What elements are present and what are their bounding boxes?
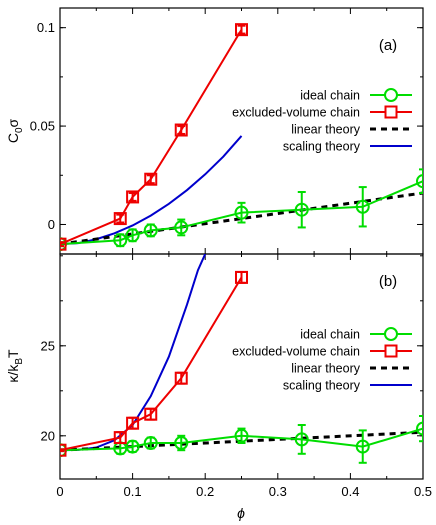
ideal-point xyxy=(416,421,423,436)
ideal-point xyxy=(355,439,370,454)
panel-a-y-axis-label: C0σ xyxy=(5,118,25,143)
x-tick-labels: 0 0.1 0.2 0.3 0.4 0.5 xyxy=(56,484,432,499)
excluded-point xyxy=(235,23,248,37)
legend-label-scaling: scaling theory xyxy=(283,140,361,154)
legend-marker-excluded xyxy=(384,344,398,358)
legend-label-scaling: scaling theory xyxy=(283,379,361,393)
ideal-point xyxy=(355,199,370,214)
legend-label-ideal: ideal chain xyxy=(300,328,360,342)
x-tick-label: 0.1 xyxy=(124,484,142,499)
x-tick-label: 0 xyxy=(56,484,63,499)
legend-label-linear: linear theory xyxy=(291,123,361,137)
x-tick-label: 0.5 xyxy=(414,484,432,499)
excluded-series-line xyxy=(60,276,243,452)
panel-a-y-label-main: C xyxy=(5,133,21,143)
ideal-point xyxy=(125,228,140,243)
panel-b-legend: ideal chain excluded-volume chain linear t… xyxy=(232,327,412,393)
x-tick-label: 0.4 xyxy=(341,484,359,499)
ideal-point xyxy=(113,233,128,248)
excluded-point xyxy=(113,431,127,445)
ideal-point xyxy=(143,436,158,450)
x-tick-label: 0.3 xyxy=(269,484,287,499)
y-tick-label: 25 xyxy=(41,338,55,353)
scaling-series-line xyxy=(60,135,243,246)
panel-a-legend: ideal chain excluded-volume chain linear t… xyxy=(232,88,412,154)
excluded-point xyxy=(144,407,158,421)
excluded-series-line xyxy=(60,29,243,246)
ideal-point xyxy=(294,432,309,447)
y-tick-label: 0.1 xyxy=(37,20,55,35)
y-tick-label: 20 xyxy=(41,428,55,443)
panel-b-series xyxy=(60,254,423,464)
panel-a-y-label-tail: σ xyxy=(5,118,21,127)
legend-marker-excluded xyxy=(384,105,398,119)
panel-a: (a) C0σ 00.050.1 ideal chainexcluded-vol… xyxy=(5,7,424,255)
x-tick-label: 0.2 xyxy=(196,484,214,499)
y-tick-label: 0.05 xyxy=(30,119,55,134)
legend-marker-ideal xyxy=(384,88,398,102)
legend-label-ideal: ideal chain xyxy=(300,89,360,103)
legend-marker-ideal xyxy=(384,327,398,341)
excluded-point xyxy=(113,212,127,226)
excluded-point xyxy=(60,443,67,457)
y-tick-label: 0 xyxy=(48,217,55,232)
panel-b-y-axis-label: κ/kBT xyxy=(5,349,25,383)
excluded-point xyxy=(144,172,158,186)
panel-a-series xyxy=(60,23,423,252)
excluded-point xyxy=(174,371,188,385)
legend-label-linear: linear theory xyxy=(291,362,361,376)
panel-b-y-label-tail: T xyxy=(5,349,21,358)
panel-b-y-label-sub: B xyxy=(14,358,25,365)
legend-label-excluded: excluded-volume chain xyxy=(232,345,360,359)
legend-label-excluded: excluded-volume chain xyxy=(232,106,360,120)
ideal-point xyxy=(294,202,309,217)
ideal-point xyxy=(125,439,140,454)
panel-a-tag: (a) xyxy=(379,37,397,54)
excluded-point xyxy=(235,270,248,284)
ideal-point xyxy=(234,205,249,220)
ideal-point xyxy=(174,436,189,450)
excluded-point xyxy=(126,416,140,430)
x-axis-label: ϕ xyxy=(237,505,245,521)
ideal-point xyxy=(174,220,189,235)
ideal-point xyxy=(416,174,423,189)
excluded-point xyxy=(126,190,140,204)
panel-a-ticks: 0 0.05 0.1 xyxy=(30,8,424,254)
panel-b-y-label-main: κ/k xyxy=(5,364,21,383)
excluded-point xyxy=(174,123,188,137)
panel-a-y-label-sub: 0 xyxy=(14,127,25,133)
excluded-point xyxy=(60,237,67,251)
ideal-point xyxy=(234,428,249,443)
ideal-point xyxy=(143,223,158,238)
panel-b-tag: (b) xyxy=(379,273,397,290)
